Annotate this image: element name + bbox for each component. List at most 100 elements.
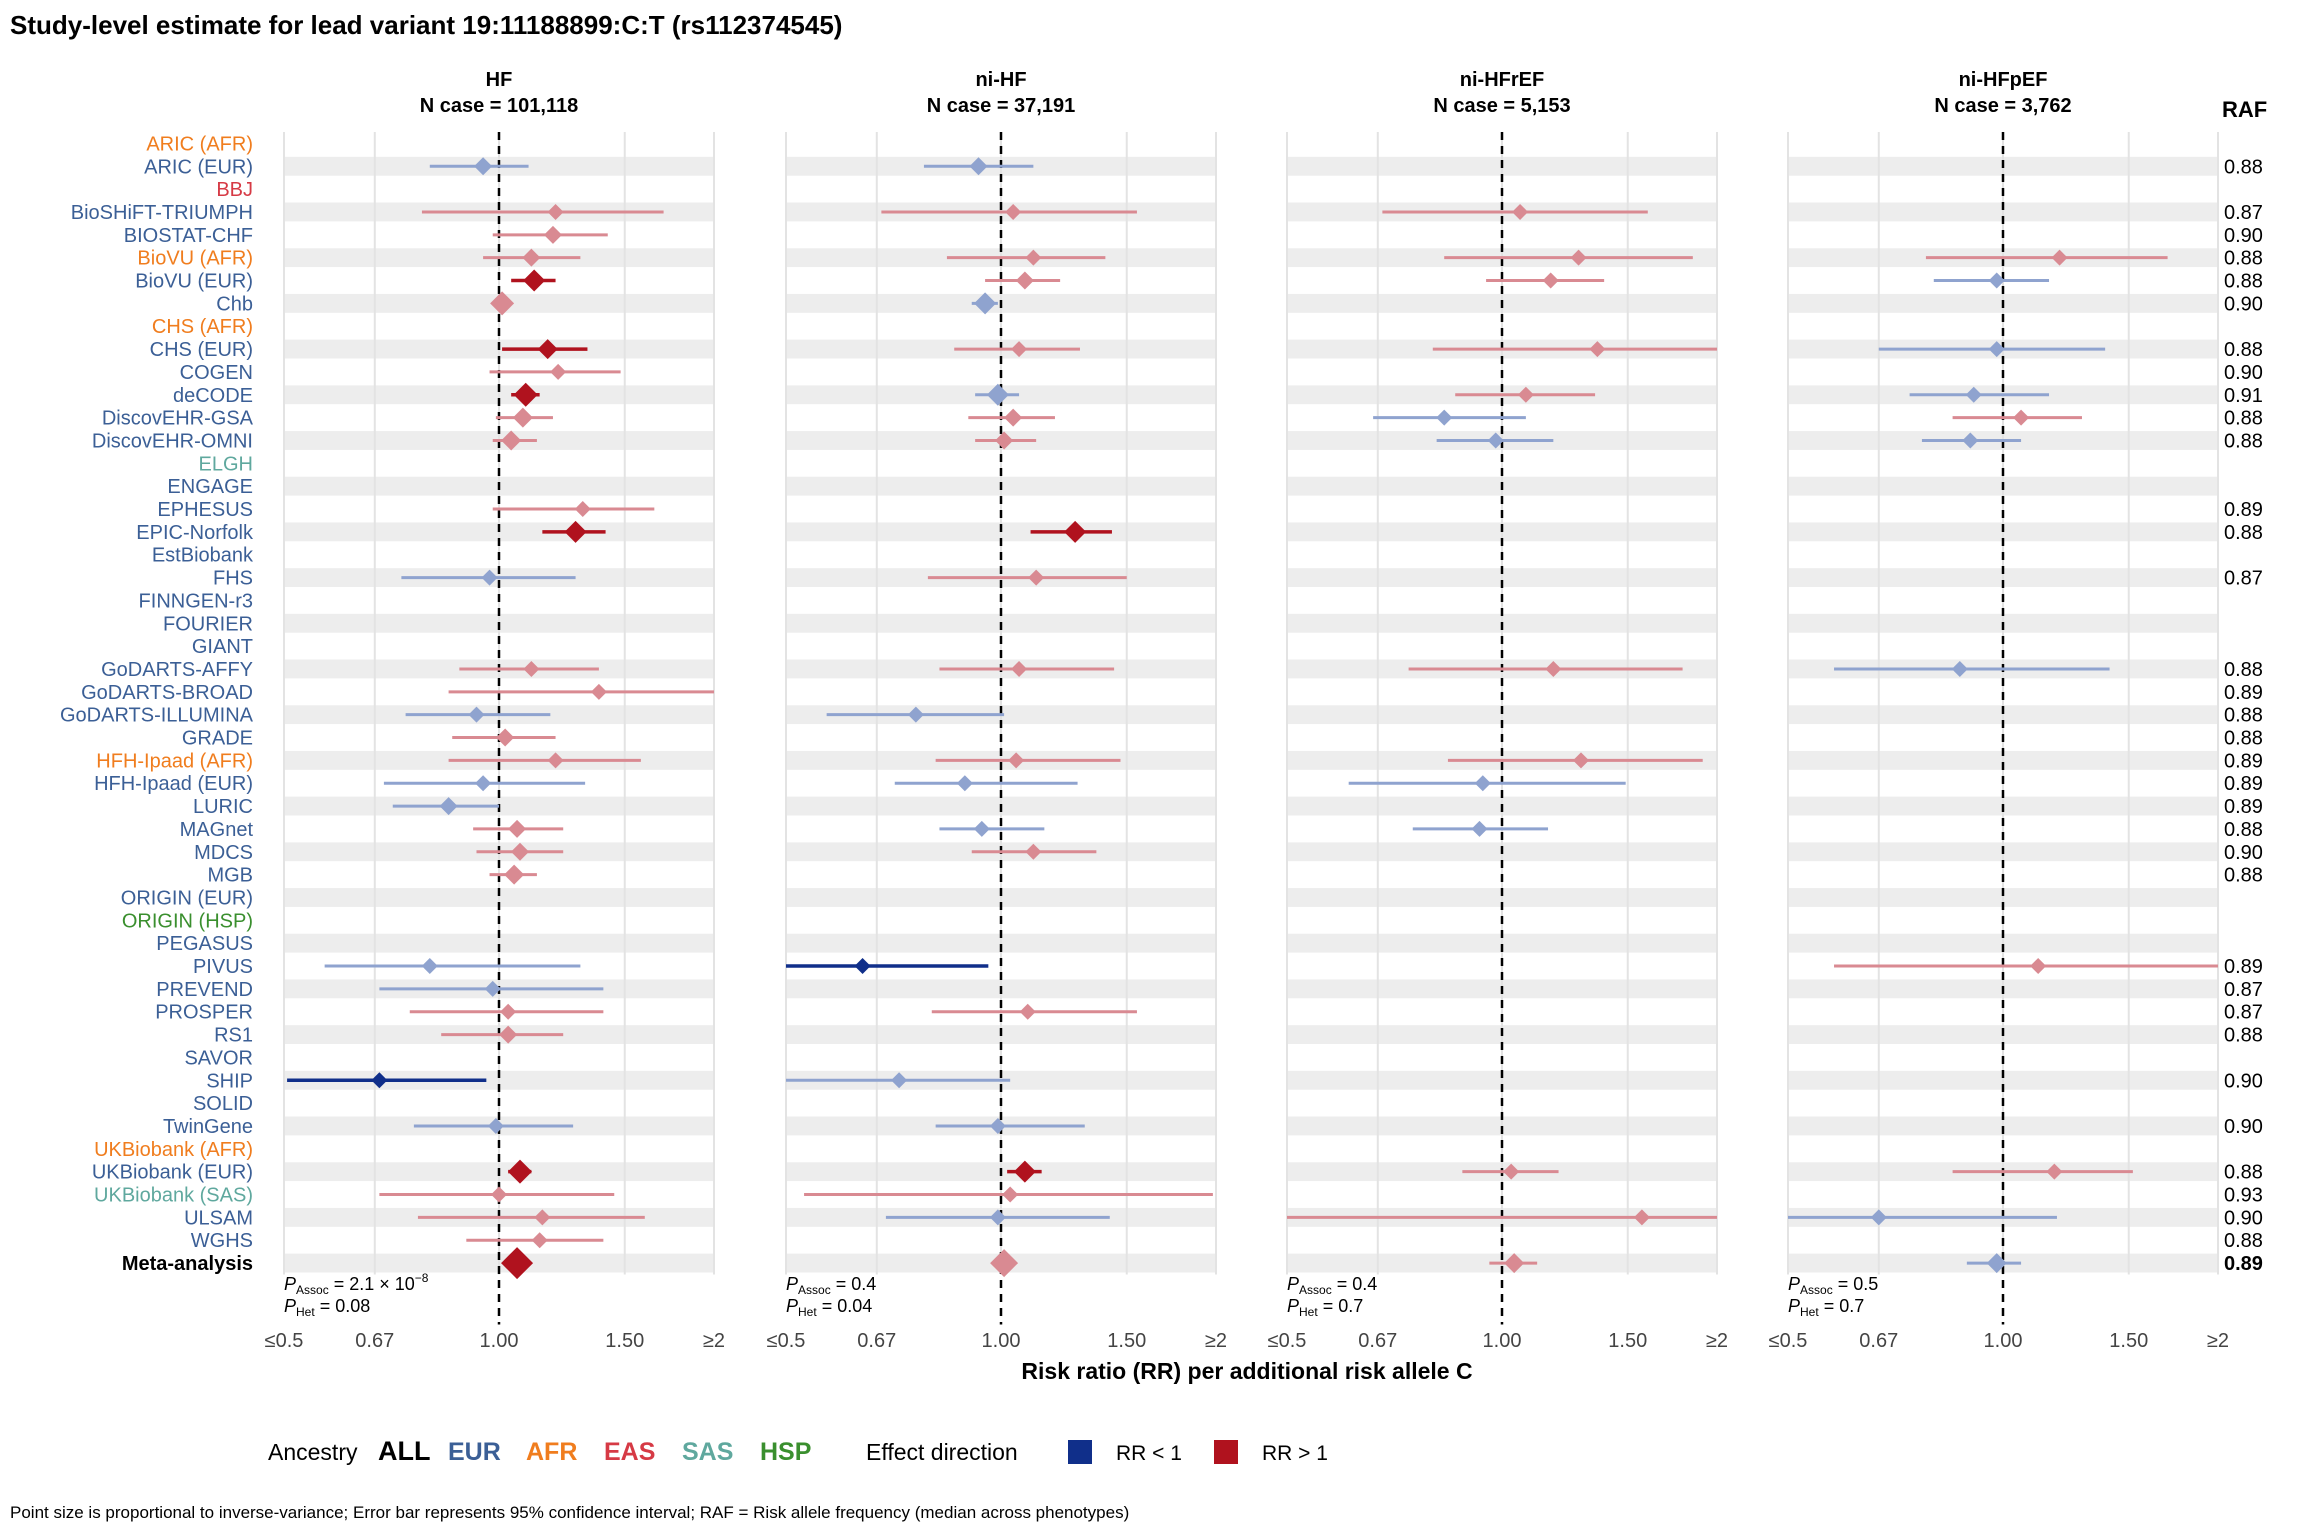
p-value: = 0.4 — [1332, 1274, 1378, 1294]
raf-value: 0.88 — [2224, 1025, 2263, 1047]
panel-title: ni-HFrEF — [1460, 69, 1544, 91]
study-label: MAGnet — [180, 819, 254, 841]
point-estimate — [969, 157, 988, 176]
raf-value: 0.88 — [2224, 728, 2263, 750]
point-estimate — [550, 363, 567, 380]
point-estimate — [523, 660, 540, 677]
point-estimate — [475, 775, 492, 792]
study-label: WGHS — [191, 1230, 253, 1252]
point-estimate — [1025, 249, 1042, 266]
point-estimate — [1504, 1253, 1525, 1274]
point-estimate — [481, 569, 498, 586]
point-estimate — [1436, 409, 1453, 426]
tick-label: ≤0.5 — [265, 1330, 304, 1352]
p-symbol: P — [284, 1296, 296, 1316]
point-estimate — [1589, 341, 1606, 358]
study-label: BBJ — [216, 179, 253, 201]
point-estimate — [989, 1209, 1006, 1226]
legend-swatch — [1214, 1440, 1238, 1464]
panel-title: ni-HFpEF — [1959, 69, 2048, 91]
point-estimate — [1988, 341, 2005, 358]
legend: Ancestry ALL EUR AFR EAS SAS HSP Effect directi… — [268, 1436, 1328, 1466]
point-estimate — [1542, 272, 1559, 289]
raf-value: 0.88 — [2224, 248, 2263, 270]
point-estimate — [531, 1232, 548, 1249]
study-label: FHS — [213, 568, 253, 590]
study-label: UKBiobank (EUR) — [92, 1162, 253, 1184]
study-label: ORIGIN (EUR) — [121, 887, 253, 909]
tick-label: ≤0.5 — [767, 1330, 806, 1352]
raf-value: 0.87 — [2224, 568, 2263, 590]
point-estimate — [507, 1159, 532, 1184]
legend-ancestry-item: HSP — [760, 1438, 811, 1466]
tick-label: 0.67 — [1358, 1330, 1397, 1352]
panel-ni-hfref: ni-HFrEF N case = 5,153 ≤0.5 0.67 1.00 1.50 ≥2… — [1268, 69, 1728, 1352]
p-value: = 0.7 — [1318, 1296, 1364, 1316]
study-label: ENGAGE — [167, 476, 253, 498]
study-label: BioVU (EUR) — [135, 271, 253, 293]
point-estimate — [371, 1072, 388, 1089]
point-estimate — [1474, 775, 1491, 792]
raf-value: 0.90 — [2224, 293, 2263, 315]
point-estimate — [496, 728, 515, 747]
panel-title: ni-HF — [975, 69, 1026, 91]
point-estimate — [484, 980, 501, 997]
point-estimate — [974, 292, 997, 315]
p-value: = 0.04 — [817, 1296, 873, 1316]
point-estimate — [854, 958, 871, 975]
p-symbol: P — [1287, 1274, 1299, 1294]
point-estimate — [1965, 386, 1982, 403]
legend-effect-label: RR < 1 — [1116, 1442, 1182, 1465]
point-estimate — [1512, 203, 1529, 220]
study-label: PROSPER — [155, 1002, 253, 1024]
raf-value: 0.88 — [2224, 1162, 2263, 1184]
raf-value: 0.89 — [2224, 499, 2263, 521]
chart-title: Study-level estimate for lead variant 19… — [10, 10, 842, 40]
study-labels: ARIC (AFR)ARIC (EUR)BBJBioSHiFT-TRIUMPHB… — [60, 133, 254, 1275]
study-label: HFH-Ipaad (AFR) — [96, 750, 253, 772]
p-subscript: Assoc — [1299, 1283, 1332, 1297]
study-label: FOURIER — [163, 613, 253, 635]
point-estimate — [1517, 386, 1534, 403]
tick-label: 0.67 — [1859, 1330, 1898, 1352]
point-estimate — [891, 1072, 908, 1089]
point-estimate — [1015, 271, 1034, 290]
raf-value: 0.89 — [2224, 796, 2263, 818]
tick-label: ≥2 — [1706, 1330, 1728, 1352]
study-label: FINNGEN-r3 — [139, 590, 253, 612]
study-label: deCODE — [173, 385, 253, 407]
raf-value: 0.89 — [2224, 1253, 2263, 1275]
panel-title: HF — [486, 69, 513, 91]
p-subscript: Assoc — [1800, 1283, 1833, 1297]
p-symbol: P — [1287, 1296, 1299, 1316]
raf-value: 0.90 — [2224, 842, 2263, 864]
raf-value: 0.88 — [2224, 408, 2263, 430]
tick-label: ≤0.5 — [1268, 1330, 1307, 1352]
raf-value: 0.90 — [2224, 225, 2263, 247]
point-estimate — [1570, 249, 1587, 266]
p-het-text: PHet = 0.08 — [284, 1296, 370, 1319]
study-label: EstBiobank — [152, 545, 254, 567]
p-subscript: Assoc — [296, 1283, 329, 1297]
study-label: UKBiobank (SAS) — [94, 1185, 253, 1207]
panels-group: HFN case = 101,118≤0.5 0.67 1.00 1.50 ≥2PAss… — [265, 69, 2229, 1352]
tick-label: 1.00 — [1984, 1330, 2023, 1352]
point-estimate — [995, 431, 1014, 450]
point-estimate — [1962, 432, 1979, 449]
study-label: SHIP — [206, 1070, 253, 1092]
point-estimate — [1986, 1253, 2007, 1274]
study-label: SAVOR — [184, 1047, 253, 1069]
p-assoc-text: PAssoc = 0.4 — [786, 1274, 876, 1297]
raf-value: 0.90 — [2224, 1207, 2263, 1229]
raf-value: 0.88 — [2224, 705, 2263, 727]
legend-ancestry-item: AFR — [526, 1438, 577, 1466]
study-label: UKBiobank (AFR) — [94, 1139, 253, 1161]
p-value: = 2.1 × 10 — [329, 1274, 415, 1294]
raf-value: 0.88 — [2224, 271, 2263, 293]
point-estimate — [1019, 1003, 1036, 1020]
legend-ancestry-item: EAS — [604, 1438, 655, 1466]
raf-value: 0.87 — [2224, 1002, 2263, 1024]
point-estimate — [1572, 752, 1589, 769]
